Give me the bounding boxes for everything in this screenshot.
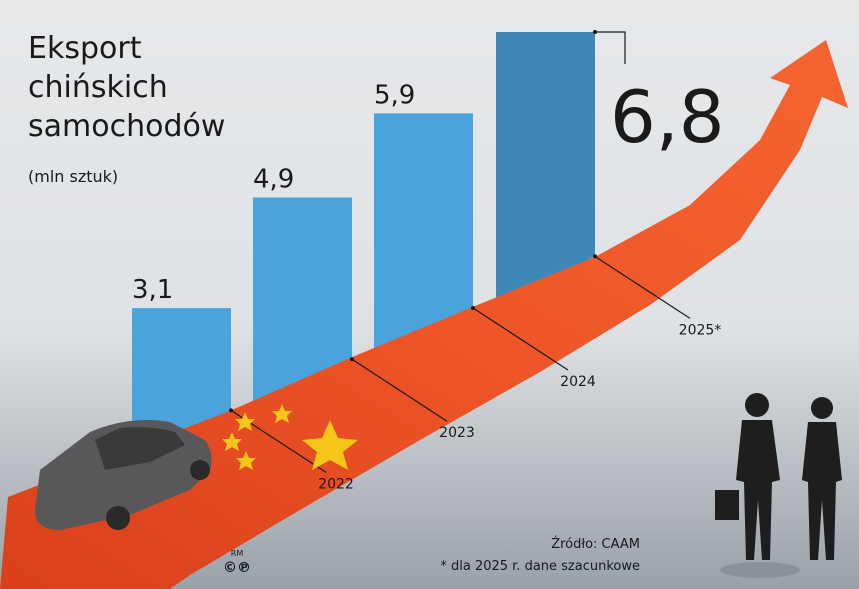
title-line: samochodów (28, 109, 225, 144)
car (35, 419, 212, 530)
divider-dot (593, 254, 597, 259)
bar (374, 113, 473, 360)
divider-dot (471, 306, 475, 311)
x-tick-label: 2022 (318, 476, 354, 492)
source: Źródło: CAAM (551, 536, 640, 552)
divider-dot (350, 357, 354, 362)
title-line: chińskich (28, 70, 168, 105)
leader-line (595, 31, 626, 65)
logo: RM (231, 549, 244, 558)
x-tick-label: 2024 (560, 374, 596, 390)
leader-dot (593, 30, 597, 35)
value-label: 6,8 (610, 75, 725, 159)
divider-dot (229, 408, 233, 413)
x-tick-label: 2025* (679, 322, 722, 338)
x-tick-label: 2023 (439, 425, 475, 441)
divider (351, 358, 448, 422)
bar (496, 32, 595, 309)
divider (594, 255, 691, 319)
logo-symbols: ©℗ (223, 560, 251, 576)
note: * dla 2025 r. dane szacunkowe (440, 559, 640, 574)
bar (253, 197, 352, 412)
title-line: Eksport (28, 31, 142, 66)
road-arrow (0, 40, 848, 589)
value-label: 5,9 (374, 80, 415, 110)
stars (222, 404, 358, 470)
divider (472, 307, 569, 371)
subtitle: (mln sztuk) (28, 167, 118, 186)
value-label: 4,9 (253, 165, 294, 195)
value-label: 3,1 (132, 275, 173, 305)
businessmen (715, 393, 842, 578)
